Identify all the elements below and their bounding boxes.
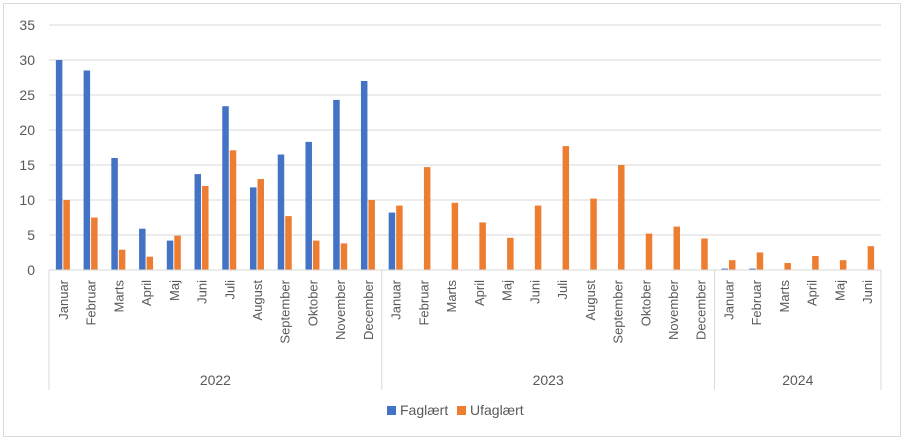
y-tick-label: 15 bbox=[19, 157, 35, 173]
y-tick-label: 5 bbox=[27, 227, 35, 243]
x-tick-label: December bbox=[694, 279, 709, 340]
bar-ufaglaert bbox=[728, 260, 736, 270]
bar-ufaglaert bbox=[118, 249, 126, 270]
chart-frame: 0 5 10 15 20 25 30 35 Januar Februar Marts April Maj… bbox=[3, 3, 901, 437]
bar-chart: 0 5 10 15 20 25 30 35 Januar Februar Marts April Maj… bbox=[19, 17, 882, 418]
legend-swatch-ufaglaert bbox=[457, 406, 466, 415]
x-tick-label: Februar bbox=[416, 279, 431, 325]
legend-label-ufaglaert: Ufaglært bbox=[470, 402, 524, 418]
x-tick-label: April bbox=[472, 280, 487, 306]
bar-ufaglaert bbox=[507, 237, 514, 270]
x-tick-label: Marts bbox=[111, 280, 126, 313]
legend-swatch-faglaert bbox=[387, 406, 396, 415]
x-tick-label: December bbox=[361, 279, 376, 340]
bar-faglaert bbox=[83, 70, 91, 270]
bar-ufaglaert bbox=[618, 165, 625, 270]
x-tick-label: April bbox=[805, 280, 820, 306]
bar-faglaert bbox=[305, 141, 312, 270]
x-tick-label: November bbox=[333, 279, 348, 340]
bar-faglaert bbox=[222, 106, 229, 270]
group-label: 2023 bbox=[533, 372, 564, 388]
legend-label-faglaert: Faglært bbox=[400, 402, 448, 418]
x-tick-label: Februar bbox=[749, 279, 764, 325]
bar-ufaglaert bbox=[562, 146, 570, 270]
bar-ufaglaert bbox=[867, 246, 875, 270]
bar-ufaglaert bbox=[590, 198, 597, 270]
x-tick-label: April bbox=[139, 280, 154, 306]
bar-faglaert bbox=[250, 187, 257, 270]
x-tick-label: Januar bbox=[56, 279, 71, 319]
bar-ufaglaert bbox=[257, 179, 264, 270]
bar-ufaglaert bbox=[146, 256, 154, 270]
x-tick-label: Juni bbox=[860, 280, 875, 304]
x-tick-label: Maj bbox=[832, 280, 847, 301]
x-tick-label: Oktober bbox=[638, 279, 653, 326]
bar-ufaglaert bbox=[812, 256, 819, 270]
bar-ufaglaert bbox=[174, 235, 181, 270]
bar-faglaert bbox=[333, 99, 340, 271]
y-tick-label: 0 bbox=[27, 262, 35, 278]
x-tick-label: September bbox=[611, 279, 626, 343]
bar-faglaert bbox=[166, 240, 174, 270]
bar-ufaglaert bbox=[285, 216, 292, 270]
bar-faglaert bbox=[139, 228, 146, 270]
y-tick-label: 30 bbox=[19, 52, 35, 68]
bar-ufaglaert bbox=[229, 150, 237, 270]
bar-ufaglaert bbox=[340, 243, 348, 270]
bar-faglaert bbox=[55, 60, 63, 270]
bar-ufaglaert bbox=[701, 238, 708, 270]
bar-ufaglaert bbox=[451, 202, 459, 270]
x-tick-label: Januar bbox=[721, 279, 736, 319]
x-tick-label: Februar bbox=[84, 279, 99, 325]
bar-ufaglaert bbox=[756, 252, 764, 270]
bar-ufaglaert bbox=[368, 200, 375, 270]
group-label: 2024 bbox=[782, 372, 813, 388]
bar-ufaglaert bbox=[839, 260, 847, 270]
bar-ufaglaert bbox=[91, 217, 98, 270]
bar-faglaert bbox=[277, 154, 285, 270]
x-tick-label: August bbox=[583, 280, 598, 321]
bar-faglaert bbox=[194, 174, 202, 270]
bar-faglaert bbox=[388, 212, 396, 270]
x-tick-label: Juni bbox=[195, 280, 210, 304]
bar-faglaert bbox=[749, 268, 756, 270]
x-tick-label: Maj bbox=[500, 280, 515, 301]
bar-ufaglaert bbox=[423, 167, 431, 270]
x-tick-label: Marts bbox=[777, 280, 792, 313]
group-label: 2022 bbox=[200, 372, 231, 388]
y-tick-label: 10 bbox=[19, 192, 35, 208]
x-tick-label: Oktober bbox=[305, 279, 320, 326]
y-tick-label: 35 bbox=[19, 17, 35, 33]
y-tick-label: 25 bbox=[19, 87, 35, 103]
x-tick-label: Januar bbox=[389, 279, 404, 319]
x-tick-label: August bbox=[250, 280, 265, 321]
x-tick-label: Juli bbox=[222, 280, 237, 300]
bar-ufaglaert bbox=[645, 233, 653, 270]
bar-faglaert bbox=[721, 268, 728, 270]
bar-ufaglaert bbox=[63, 200, 70, 270]
x-tick-label: Juni bbox=[527, 280, 542, 304]
bar-faglaert bbox=[360, 81, 368, 270]
x-tick-label: Marts bbox=[444, 280, 459, 313]
bar-ufaglaert bbox=[202, 186, 209, 270]
bar-ufaglaert bbox=[534, 205, 542, 270]
bar-faglaert bbox=[111, 158, 118, 270]
bar-ufaglaert bbox=[479, 222, 486, 270]
bar-ufaglaert bbox=[784, 263, 791, 270]
y-tick-label: 20 bbox=[19, 122, 35, 138]
x-tick-label: Maj bbox=[167, 280, 182, 301]
x-tick-label: Juli bbox=[555, 280, 570, 300]
bar-ufaglaert bbox=[673, 226, 680, 270]
bar-ufaglaert bbox=[312, 240, 320, 270]
x-tick-label: November bbox=[666, 279, 681, 340]
x-tick-label: September bbox=[278, 279, 293, 343]
bar-ufaglaert bbox=[396, 205, 403, 270]
